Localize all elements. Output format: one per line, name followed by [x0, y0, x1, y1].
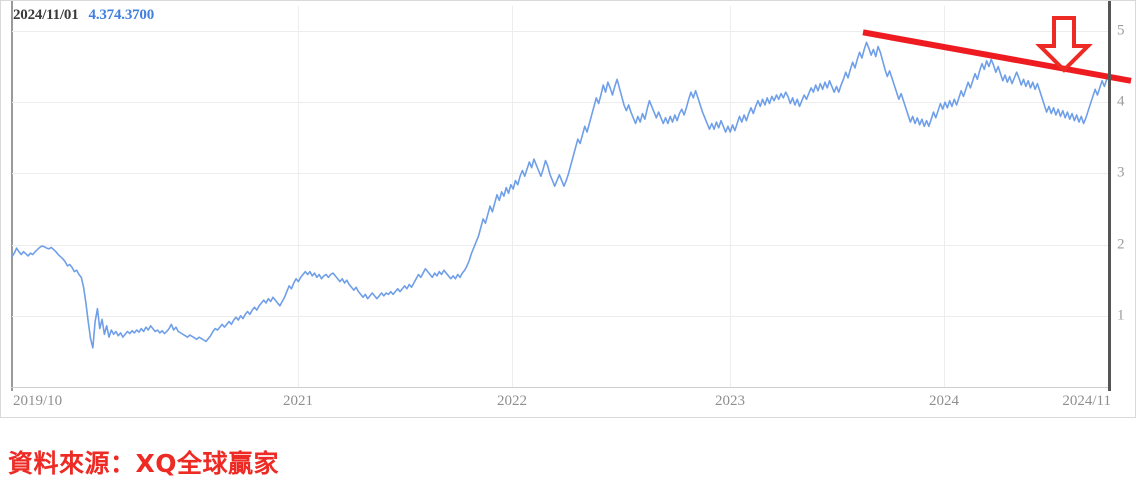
y-axis-left-line: [11, 1, 13, 391]
y-axis-tick-label: 5: [1117, 22, 1125, 39]
x-axis-tick-label: 2019/10: [13, 393, 63, 409]
y-axis-right-line: [1108, 1, 1111, 391]
y-axis-tick-label: 3: [1117, 164, 1125, 181]
gridline-horizontal: [12, 102, 1109, 104]
down-arrow-icon: [1035, 15, 1093, 73]
x-axis-tick-label: 2024: [929, 393, 959, 409]
gridline-horizontal: [12, 173, 1109, 175]
trendline: [862, 29, 1132, 84]
gridline-vertical: [298, 6, 299, 387]
source-caption: 資料來源：XQ全球贏家: [8, 449, 280, 478]
x-axis-tick-label: 2024/11: [1062, 393, 1111, 409]
y-axis-tick-label: 1: [1117, 307, 1125, 324]
quote-readout: 2024/11/01 4.374.3700: [13, 5, 154, 25]
x-axis-line: [11, 387, 1109, 388]
gridline-vertical: [730, 6, 731, 387]
x-axis-tick-label: 2023: [715, 393, 745, 409]
quote-value: 4.374.3700: [88, 6, 155, 23]
gridline-vertical: [944, 6, 945, 387]
series-layer: [11, 29, 1132, 349]
chart-frame: 5 4 3 2 1 2019/10 2021 2022 2023 2024 2024/11 202…: [0, 0, 1136, 418]
gridline-horizontal: [12, 315, 1109, 317]
x-axis-tick-label: 2021: [283, 393, 313, 409]
gridline-horizontal: [12, 30, 1109, 32]
x-axis-tick-label: 2022: [497, 393, 527, 409]
y-axis-tick-label: 2: [1117, 236, 1125, 253]
quote-date: 2024/11/01: [13, 6, 79, 23]
price-series-line: [11, 41, 1110, 349]
gridline-vertical: [512, 6, 513, 387]
gridline-horizontal: [12, 244, 1109, 246]
y-axis-tick-label: 4: [1117, 93, 1125, 110]
